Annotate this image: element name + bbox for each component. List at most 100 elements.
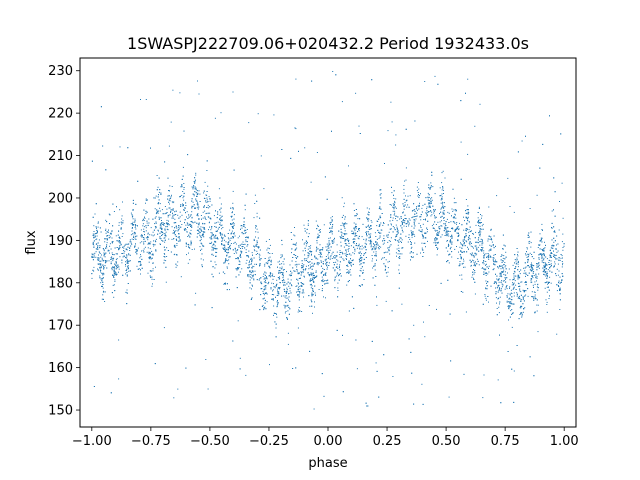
data-point	[408, 206, 410, 208]
data-point	[104, 301, 106, 302]
data-point	[372, 248, 374, 250]
data-point	[370, 239, 372, 241]
data-point	[500, 402, 502, 404]
data-point	[420, 230, 422, 232]
data-point	[134, 220, 136, 222]
data-point	[246, 236, 248, 238]
data-point	[374, 245, 375, 247]
data-point	[299, 310, 301, 312]
data-point	[499, 273, 501, 275]
data-point	[431, 214, 433, 216]
data-point	[217, 213, 219, 215]
data-point	[265, 292, 267, 294]
data-point	[129, 254, 131, 256]
data-point	[335, 261, 337, 263]
data-point	[538, 273, 540, 275]
data-point	[318, 262, 320, 264]
data-point	[188, 252, 189, 254]
data-point	[220, 203, 222, 205]
data-point	[537, 289, 539, 291]
data-point	[226, 266, 228, 268]
data-point	[398, 241, 399, 243]
data-point	[291, 239, 293, 240]
data-point	[248, 266, 250, 268]
data-point	[553, 226, 555, 228]
data-point	[198, 190, 200, 192]
data-point	[336, 259, 338, 261]
data-point	[428, 305, 430, 306]
data-point	[320, 261, 322, 263]
data-point	[418, 229, 420, 231]
data-point	[245, 231, 247, 233]
data-point	[189, 224, 191, 226]
data-point	[206, 197, 208, 199]
data-point	[409, 252, 411, 254]
data-point	[467, 246, 468, 248]
data-point	[270, 276, 271, 278]
data-point	[192, 187, 194, 189]
data-point	[153, 245, 155, 247]
data-point	[206, 199, 208, 201]
data-point	[283, 263, 285, 265]
data-point	[551, 227, 553, 229]
data-point	[498, 297, 500, 299]
data-point	[296, 270, 298, 272]
data-point	[301, 265, 303, 267]
data-point	[160, 223, 162, 224]
data-point	[469, 253, 471, 255]
data-point	[254, 270, 256, 272]
data-point	[247, 255, 249, 257]
data-point	[393, 190, 395, 192]
data-point	[522, 303, 524, 305]
data-point	[279, 260, 280, 262]
data-point	[462, 239, 464, 241]
data-point	[489, 244, 491, 246]
data-point	[190, 214, 192, 216]
data-point	[447, 211, 449, 213]
data-point	[136, 265, 138, 267]
data-point	[212, 234, 214, 236]
data-point	[233, 233, 235, 235]
data-point	[311, 295, 313, 297]
data-point	[427, 197, 429, 199]
data-point	[273, 314, 274, 316]
data-point	[379, 236, 381, 238]
data-point	[363, 279, 365, 280]
data-point	[318, 289, 320, 290]
data-point	[161, 220, 162, 221]
data-point	[256, 240, 258, 242]
data-point	[549, 249, 551, 251]
data-point	[310, 254, 312, 256]
data-point	[490, 256, 492, 258]
data-point	[495, 261, 497, 263]
data-point	[285, 292, 287, 294]
data-point	[136, 250, 138, 252]
data-point	[350, 245, 352, 247]
data-point	[116, 267, 118, 269]
data-point	[334, 280, 336, 282]
data-point	[418, 222, 420, 224]
data-point	[219, 222, 221, 224]
data-point	[286, 291, 288, 293]
data-point	[165, 281, 167, 283]
data-point	[241, 232, 243, 234]
data-point	[371, 221, 373, 223]
data-point	[130, 245, 132, 247]
data-point	[471, 242, 472, 244]
data-point	[527, 288, 529, 290]
data-point	[558, 270, 560, 272]
data-point	[323, 224, 325, 226]
data-point	[450, 240, 452, 242]
data-point	[501, 271, 503, 272]
data-point	[322, 261, 324, 263]
data-point	[109, 236, 111, 238]
data-point	[258, 246, 260, 248]
data-point	[170, 210, 172, 212]
data-point	[520, 294, 522, 296]
data-point	[543, 265, 545, 267]
data-point	[411, 234, 413, 236]
data-point	[210, 232, 212, 234]
data-point	[263, 188, 265, 190]
data-point	[202, 234, 204, 235]
data-point	[97, 226, 99, 228]
